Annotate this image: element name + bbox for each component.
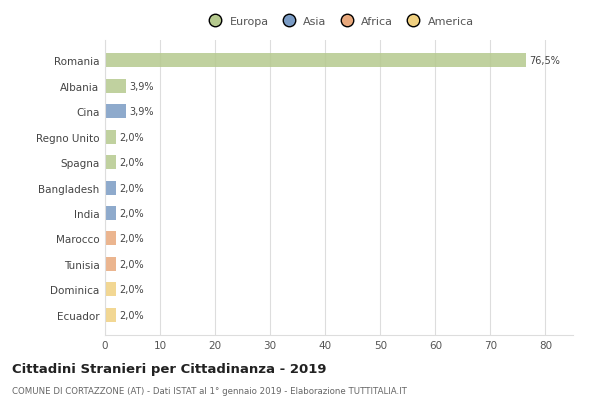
Text: 2,0%: 2,0%	[119, 209, 144, 218]
Text: 76,5%: 76,5%	[530, 56, 560, 66]
Text: 2,0%: 2,0%	[119, 234, 144, 244]
Bar	[105, 308, 116, 322]
Bar	[105, 232, 116, 246]
Bar	[105, 156, 116, 170]
Bar	[105, 257, 116, 271]
Bar	[105, 130, 116, 144]
Text: 2,0%: 2,0%	[119, 158, 144, 168]
Text: Cittadini Stranieri per Cittadinanza - 2019: Cittadini Stranieri per Cittadinanza - 2…	[12, 362, 326, 375]
Text: 3,9%: 3,9%	[130, 82, 154, 92]
Text: 2,0%: 2,0%	[119, 259, 144, 269]
Text: COMUNE DI CORTAZZONE (AT) - Dati ISTAT al 1° gennaio 2019 - Elaborazione TUTTITA: COMUNE DI CORTAZZONE (AT) - Dati ISTAT a…	[12, 387, 407, 396]
Bar	[105, 54, 526, 68]
Text: 3,9%: 3,9%	[130, 107, 154, 117]
Text: 2,0%: 2,0%	[119, 285, 144, 294]
Bar	[105, 283, 116, 297]
Text: 2,0%: 2,0%	[119, 310, 144, 320]
Text: 2,0%: 2,0%	[119, 133, 144, 142]
Bar	[105, 207, 116, 220]
Bar	[105, 80, 127, 94]
Text: 2,0%: 2,0%	[119, 183, 144, 193]
Bar	[105, 181, 116, 195]
Legend: Europa, Asia, Africa, America: Europa, Asia, Africa, America	[202, 15, 476, 29]
Bar	[105, 105, 127, 119]
